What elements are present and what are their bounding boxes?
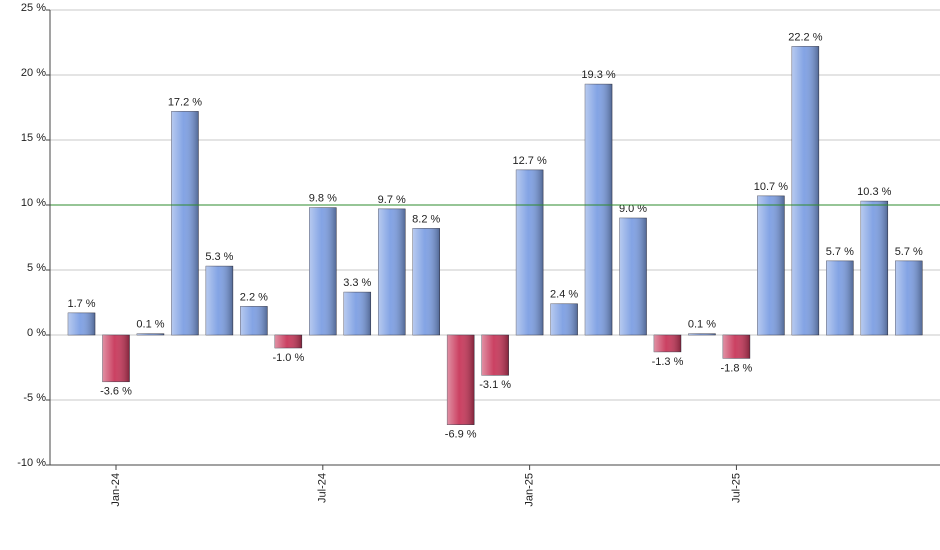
- value-label: 12.7 %: [512, 155, 546, 167]
- bar-shade: [791, 46, 819, 336]
- bar-shade: [757, 195, 785, 335]
- value-label: -3.6 %: [100, 386, 132, 398]
- bar-shade: [343, 292, 371, 335]
- value-label: 22.2 %: [788, 31, 822, 43]
- value-label: 9.8 %: [309, 193, 337, 205]
- value-label: 9.7 %: [378, 194, 406, 206]
- bar-shade: [447, 335, 475, 425]
- value-label: 2.4 %: [550, 289, 578, 301]
- bar-shade: [68, 312, 96, 335]
- x-tick-label: Jan-24: [110, 473, 122, 507]
- bar-shade: [860, 201, 888, 335]
- x-tick-label: Jul-25: [730, 473, 742, 503]
- bar-shade: [136, 333, 164, 335]
- y-tick-label: -5 %: [23, 392, 46, 404]
- bar-shade: [516, 169, 544, 335]
- value-label: 0.1 %: [688, 319, 716, 331]
- value-label: 17.2 %: [168, 96, 202, 108]
- y-tick-label: 5 %: [27, 262, 46, 274]
- x-tick-label: Jul-24: [317, 473, 329, 503]
- y-tick-label: 0 %: [27, 327, 46, 339]
- value-label: -1.3 %: [652, 356, 684, 368]
- value-label: 2.2 %: [240, 291, 268, 303]
- value-label: 10.3 %: [857, 186, 891, 198]
- value-label: 0.1 %: [136, 319, 164, 331]
- bar-shade: [309, 207, 337, 335]
- value-label: 5.7 %: [826, 246, 854, 258]
- bar-shade: [378, 208, 406, 335]
- bar-shade: [688, 333, 716, 335]
- bar-shade: [102, 335, 130, 382]
- bar-shade: [550, 303, 578, 335]
- value-label: 1.7 %: [67, 298, 95, 310]
- value-label: -3.1 %: [479, 379, 511, 391]
- y-tick-label: 10 %: [21, 197, 46, 209]
- value-label: 5.7 %: [895, 246, 923, 258]
- bar-shade: [895, 260, 923, 335]
- y-tick-label: -10 %: [17, 457, 46, 469]
- y-tick-label: 15 %: [21, 132, 46, 144]
- bar-shade: [653, 335, 681, 352]
- bar-shade: [826, 260, 854, 335]
- value-label: 3.3 %: [343, 277, 371, 289]
- x-tick-label: Jan-25: [524, 473, 536, 507]
- value-label: -1.8 %: [721, 362, 753, 374]
- value-label: 9.0 %: [619, 203, 647, 215]
- bar-shade: [722, 335, 750, 359]
- value-label: 5.3 %: [205, 251, 233, 263]
- value-label: 8.2 %: [412, 213, 440, 225]
- value-label: 19.3 %: [581, 69, 615, 81]
- bar-shade: [274, 335, 302, 348]
- value-label: 10.7 %: [754, 181, 788, 193]
- bar-shade: [412, 228, 440, 335]
- y-tick-label: 25 %: [21, 2, 46, 14]
- bar-shade: [205, 266, 233, 335]
- bar-shade: [619, 218, 647, 335]
- bar-shade: [240, 306, 268, 335]
- bar-shade: [171, 111, 199, 336]
- bar-shade: [481, 335, 509, 376]
- value-label: -1.0 %: [272, 352, 304, 364]
- y-tick-label: 20 %: [21, 67, 46, 79]
- bar-shade: [585, 84, 613, 335]
- value-label: -6.9 %: [445, 429, 477, 441]
